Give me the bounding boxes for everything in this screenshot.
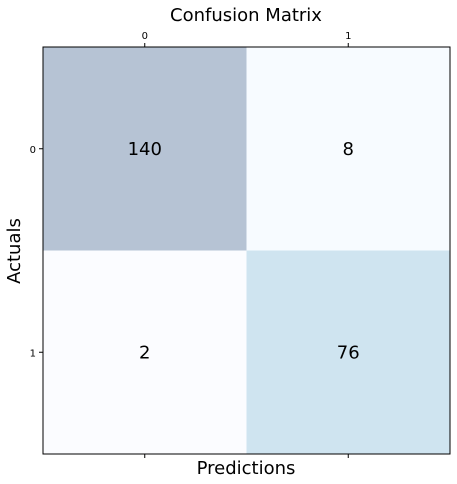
cell-value-1-1: 76 <box>337 342 360 363</box>
values-layer: 140 8 2 76 <box>128 139 360 364</box>
heatmap-cell-0-1 <box>246 47 450 251</box>
plot-frame <box>42 46 451 455</box>
cell-value-1-0: 2 <box>139 342 150 363</box>
y-tick-label-0: 0 <box>30 145 36 156</box>
cell-value-0-0: 140 <box>128 139 162 160</box>
x-axis-label: Predictions <box>197 458 296 479</box>
ticks-layer: 0 1 0 1 <box>30 31 351 458</box>
heatmap-cell-0-0 <box>43 47 247 251</box>
cell-value-0-1: 8 <box>343 139 354 160</box>
chart-title: Confusion Matrix <box>170 5 322 26</box>
heatmap-cell-1-1 <box>246 250 450 454</box>
cells-layer <box>43 47 450 454</box>
y-tick-label-1: 1 <box>30 348 36 359</box>
y-axis-label: Actuals <box>4 218 25 284</box>
x-tick-label-1: 1 <box>345 31 351 42</box>
heatmap-cell-1-0 <box>43 250 247 454</box>
x-tick-label-0: 0 <box>142 31 148 42</box>
